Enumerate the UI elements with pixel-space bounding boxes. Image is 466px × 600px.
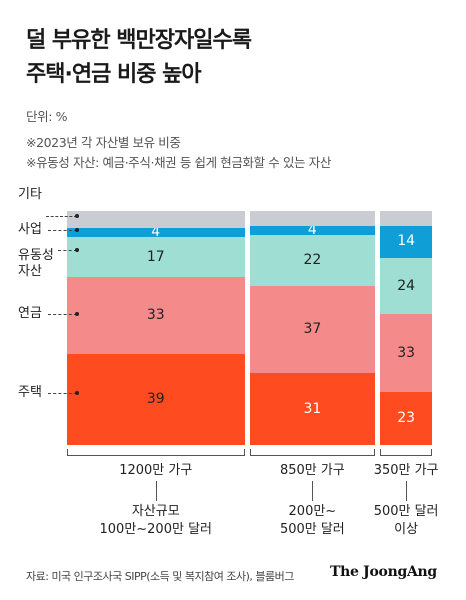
category-label-other: 기타	[18, 187, 42, 202]
bar-liquid-col1	[67, 236, 245, 277]
household-bracket-col2	[249, 449, 376, 456]
leader-line-liquid	[58, 250, 77, 251]
bar-pension-col3	[380, 313, 432, 392]
leader-dot-house	[75, 391, 79, 395]
data-label-business-col3: 14	[397, 233, 416, 250]
leader-dot-pension	[75, 312, 79, 316]
bar-house-col2	[249, 372, 376, 446]
leader-line-pension	[48, 314, 77, 315]
bar-pension-col1	[67, 276, 245, 355]
asset-size-label-col3: 500만 달러 이상	[373, 504, 439, 537]
size-tick-col2	[312, 481, 314, 501]
bar-liquid-col2	[249, 234, 376, 287]
brand-logo: The JoongAng	[330, 564, 437, 580]
household-label-col2: 850만 가구	[279, 463, 345, 478]
bar-pension-col2	[249, 285, 376, 373]
leader-dot-liquid	[75, 248, 79, 252]
household-bracket-col3	[380, 449, 432, 456]
bar-other-col3	[380, 211, 432, 226]
household-label-col1: 1200만 가구	[119, 463, 193, 478]
category-label-pension: 연금	[18, 306, 42, 321]
household-label-col3: 350만 가구	[373, 463, 439, 478]
bar-house-col1	[67, 353, 245, 446]
data-label-house-col1: 39	[146, 391, 165, 408]
leader-line-house	[48, 393, 77, 394]
size-tick-col3	[406, 481, 408, 501]
bar-business-col3	[380, 225, 432, 259]
asset-size-label-col1: 자산규모 100만~200만 달러	[99, 504, 213, 537]
data-label-house-col3: 23	[397, 410, 416, 427]
bar-liquid-col3	[380, 257, 432, 315]
unit-note: 단위: %	[26, 109, 68, 124]
leader-dot-other	[75, 214, 79, 218]
category-label-business: 사업	[18, 222, 42, 237]
data-label-liquid-col1: 17	[146, 248, 165, 265]
bar-business-col1	[67, 227, 245, 238]
household-bracket-col1	[67, 449, 245, 456]
bar-other-col2	[249, 211, 376, 226]
category-label-liquid: 유동성 자산	[18, 248, 54, 279]
asset-size-label-col2: 200만~ 500만 달러	[279, 504, 345, 537]
leader-line-other	[46, 216, 77, 217]
bar-house-col3	[380, 391, 432, 446]
data-label-liquid-col2: 22	[303, 252, 322, 269]
category-label-house: 주택	[18, 385, 42, 400]
bar-other-col1	[67, 211, 245, 228]
data-label-business-col1: 4	[151, 224, 161, 241]
chart-title-line1: 덜 부유한 백만장자일수록	[26, 28, 252, 53]
leader-line-business	[48, 230, 77, 231]
data-label-house-col2: 31	[303, 400, 322, 417]
source-note: 자료: 미국 인구조사국 SIPP(소득 및 복지참여 조사), 블룸버그	[26, 570, 294, 583]
data-label-pension-col2: 37	[303, 321, 322, 338]
note-year: ※2023년 각 자산별 보유 비중	[26, 135, 181, 150]
data-label-business-col2: 4	[307, 221, 317, 238]
chart-title-line2: 주택·연금 비중 높아	[26, 62, 202, 87]
data-label-pension-col1: 33	[146, 307, 165, 324]
data-label-liquid-col3: 24	[397, 277, 416, 294]
data-label-pension-col3: 33	[397, 344, 416, 361]
note-liquid-assets: ※유동성 자산: 예금·주식·채권 등 쉽게 현금화할 수 있는 자산	[26, 155, 331, 170]
leader-dot-business	[75, 228, 79, 232]
bar-business-col2	[249, 225, 376, 235]
size-tick-col1	[155, 481, 157, 501]
